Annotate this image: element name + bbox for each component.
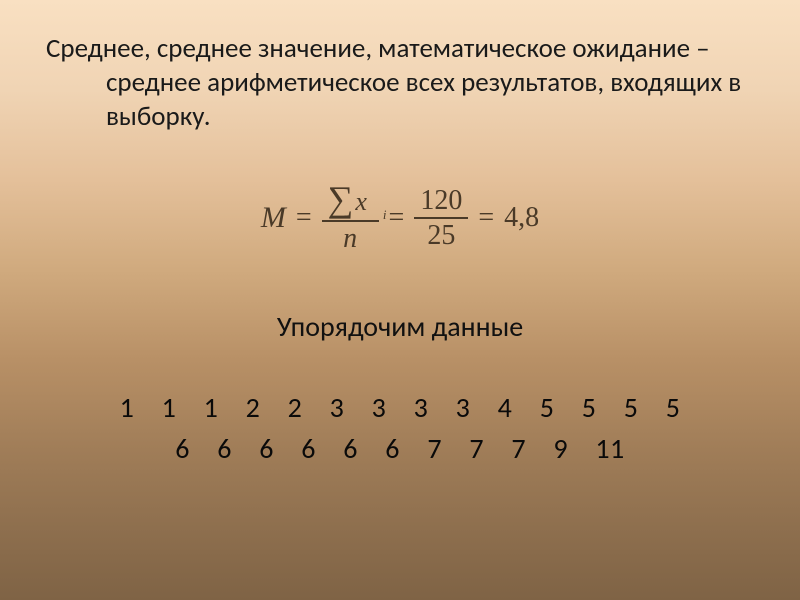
sum-subscript: i bbox=[383, 208, 387, 222]
symbolic-fraction: ∑ x i n bbox=[322, 183, 379, 253]
mean-formula: M = ∑ x i n = 120 25 = 4,8 bbox=[261, 183, 539, 253]
equals-sign-2: = bbox=[389, 202, 405, 234]
example-numerator: 120 bbox=[414, 186, 468, 215]
section-title: Упорядочим данные bbox=[46, 309, 754, 344]
numeric-fraction: 120 25 bbox=[414, 186, 468, 251]
slide: Среднее, среднее значение, математическо… bbox=[0, 0, 800, 600]
data-row-2: 6 6 6 6 6 6 7 7 7 9 11 bbox=[46, 429, 754, 470]
sigma-symbol: ∑ bbox=[328, 183, 354, 215]
formula-block: M = ∑ x i n = 120 25 = 4,8 bbox=[46, 183, 754, 253]
definition-text: Среднее, среднее значение, математическо… bbox=[106, 32, 754, 133]
equals-sign: = bbox=[296, 202, 312, 234]
example-denominator: 25 bbox=[421, 221, 461, 250]
data-row-1: 1 1 1 2 2 3 3 3 3 4 5 5 5 5 bbox=[46, 388, 754, 429]
equals-sign-3: = bbox=[478, 202, 494, 234]
formula-result: 4,8 bbox=[504, 202, 539, 234]
formula-lhs: M bbox=[261, 201, 286, 235]
ordered-data: 1 1 1 2 2 3 3 3 3 4 5 5 5 5 6 6 6 6 6 6 … bbox=[46, 388, 754, 469]
denominator-n: n bbox=[337, 224, 363, 253]
sum-variable: x bbox=[355, 188, 367, 215]
